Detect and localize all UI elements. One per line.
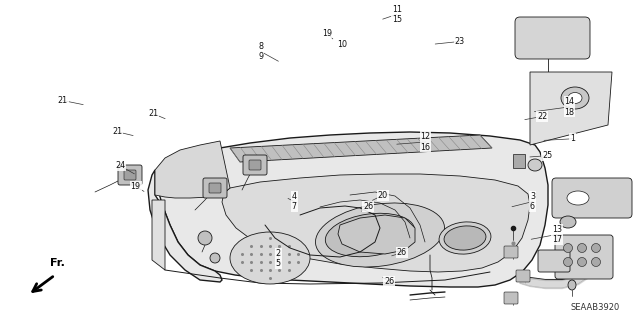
Ellipse shape <box>439 222 491 254</box>
Text: 2
5: 2 5 <box>276 249 281 268</box>
FancyBboxPatch shape <box>515 17 590 59</box>
Polygon shape <box>152 200 165 270</box>
Text: 21: 21 <box>58 96 68 105</box>
Ellipse shape <box>561 87 589 109</box>
Polygon shape <box>338 215 415 254</box>
Text: 23: 23 <box>454 37 465 46</box>
Text: 8
9: 8 9 <box>259 42 264 61</box>
Polygon shape <box>222 174 530 272</box>
Ellipse shape <box>567 191 589 205</box>
Ellipse shape <box>230 232 310 284</box>
FancyBboxPatch shape <box>516 270 530 282</box>
FancyBboxPatch shape <box>513 154 525 168</box>
Ellipse shape <box>444 226 486 250</box>
Text: 22: 22 <box>537 112 547 121</box>
Polygon shape <box>155 141 230 198</box>
Polygon shape <box>230 135 492 162</box>
Text: 1: 1 <box>570 134 575 143</box>
Ellipse shape <box>316 203 445 267</box>
Text: 13
17: 13 17 <box>552 225 562 244</box>
Ellipse shape <box>528 159 542 171</box>
FancyBboxPatch shape <box>209 183 221 193</box>
Text: 26: 26 <box>363 202 373 211</box>
Ellipse shape <box>568 93 582 103</box>
FancyBboxPatch shape <box>504 246 518 258</box>
FancyBboxPatch shape <box>504 292 518 304</box>
Text: 20: 20 <box>378 191 388 200</box>
Ellipse shape <box>198 231 212 245</box>
Text: SEAAB3920: SEAAB3920 <box>571 303 620 312</box>
FancyBboxPatch shape <box>118 165 142 185</box>
Ellipse shape <box>560 216 576 228</box>
FancyBboxPatch shape <box>538 250 570 272</box>
FancyBboxPatch shape <box>552 178 632 218</box>
Text: 21: 21 <box>112 127 122 136</box>
FancyBboxPatch shape <box>243 155 267 175</box>
Text: 14
18: 14 18 <box>564 97 575 116</box>
Ellipse shape <box>563 257 573 266</box>
FancyBboxPatch shape <box>124 170 136 180</box>
Ellipse shape <box>210 253 220 263</box>
Ellipse shape <box>563 243 573 253</box>
Polygon shape <box>530 72 612 145</box>
Text: 10: 10 <box>337 40 348 48</box>
Text: 26: 26 <box>397 248 407 257</box>
Text: 19: 19 <box>323 29 333 38</box>
FancyBboxPatch shape <box>555 235 613 279</box>
FancyBboxPatch shape <box>249 160 261 170</box>
Polygon shape <box>155 132 548 287</box>
Text: 19: 19 <box>131 182 141 191</box>
Text: 4
7: 4 7 <box>292 192 297 211</box>
Text: 24: 24 <box>115 161 125 170</box>
Ellipse shape <box>591 257 600 266</box>
Text: 25: 25 <box>542 151 552 160</box>
Ellipse shape <box>577 257 586 266</box>
Ellipse shape <box>325 213 415 257</box>
Ellipse shape <box>591 243 600 253</box>
Text: 12
16: 12 16 <box>420 132 431 152</box>
Text: 21: 21 <box>148 109 159 118</box>
FancyBboxPatch shape <box>203 178 227 198</box>
Text: 3
6: 3 6 <box>530 192 535 211</box>
Text: 11
15: 11 15 <box>392 5 402 24</box>
Polygon shape <box>148 170 222 282</box>
Ellipse shape <box>568 280 576 290</box>
Text: Fr.: Fr. <box>50 258 65 268</box>
Text: 26: 26 <box>384 277 394 286</box>
Ellipse shape <box>577 243 586 253</box>
